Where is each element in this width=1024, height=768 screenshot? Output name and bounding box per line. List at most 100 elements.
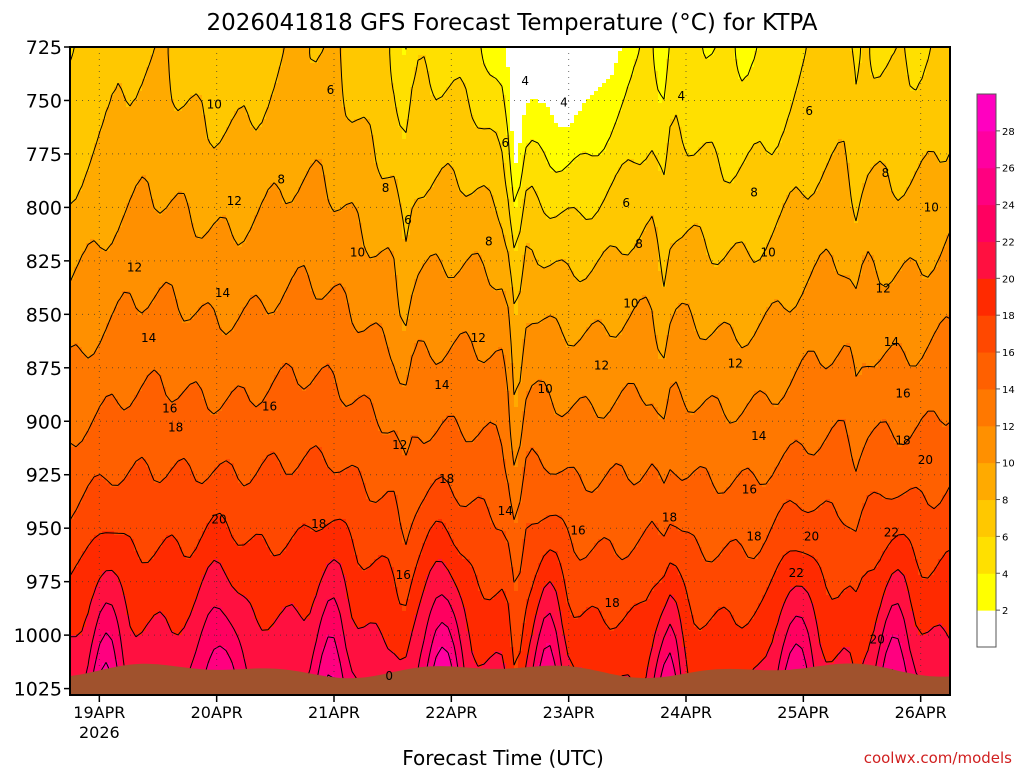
temperature-cell — [906, 635, 950, 639]
temperature-cell — [522, 435, 826, 439]
temperature-cell — [518, 243, 526, 247]
temperature-cell — [382, 175, 390, 179]
temperature-cell — [478, 355, 490, 359]
temperature-cell — [70, 271, 74, 275]
temperature-cell — [70, 239, 90, 243]
temperature-cell — [406, 655, 422, 659]
temperature-cell — [634, 63, 654, 67]
temperature-cell — [170, 71, 278, 75]
temperature-cell — [70, 535, 94, 539]
temperature-cell — [70, 135, 98, 139]
temperature-cell — [298, 267, 306, 271]
temperature-cell — [850, 167, 870, 171]
temperature-cell — [78, 259, 394, 263]
temperature-cell — [890, 283, 950, 287]
temperature-cell — [430, 527, 446, 531]
temperature-cell — [546, 647, 550, 651]
colorbar-swatch — [977, 94, 996, 132]
temperature-cell — [470, 635, 510, 639]
temperature-cell — [490, 507, 510, 511]
temperature-cell — [598, 211, 782, 215]
temperature-cell — [658, 267, 666, 271]
temperature-cell — [510, 119, 522, 123]
temperature-cell — [446, 567, 474, 571]
temperature-cell — [366, 251, 378, 255]
contour-label: 14 — [141, 331, 156, 345]
temperature-cell — [514, 587, 518, 591]
temperature-cell — [118, 663, 122, 667]
temperature-cell — [886, 63, 906, 67]
temperature-cell — [510, 99, 530, 103]
temperature-cell — [478, 579, 514, 583]
temperature-cell — [566, 591, 650, 595]
temperature-cell — [406, 51, 482, 55]
temperature-cell — [610, 75, 630, 79]
temperature-cell — [126, 99, 134, 103]
temperature-cell — [162, 283, 170, 287]
credit-link[interactable]: coolwx.com/models — [864, 749, 1012, 767]
temperature-cell — [70, 547, 86, 551]
temperature-cell — [558, 639, 566, 643]
temperature-cell — [434, 631, 450, 635]
temperature-cell — [582, 335, 610, 339]
temperature-cell — [454, 491, 510, 495]
temperature-cell — [526, 615, 534, 619]
temperature-cell — [282, 463, 298, 467]
temperature-cell — [82, 551, 138, 555]
temperature-cell — [210, 611, 222, 615]
temperature-cell — [706, 243, 734, 247]
temperature-cell — [70, 507, 78, 511]
temperature-cell — [70, 243, 86, 247]
temperature-cell — [606, 247, 618, 251]
temperature-cell — [566, 647, 650, 651]
temperature-cell — [754, 395, 766, 399]
temperature-cell — [98, 243, 110, 247]
temperature-cell — [738, 623, 746, 627]
temperature-cell — [606, 191, 790, 195]
temperature-cell — [814, 611, 878, 615]
temperature-cell — [622, 103, 790, 107]
temperature-cell — [666, 171, 722, 175]
temperature-cell — [722, 551, 746, 555]
temperature-cell — [318, 663, 342, 667]
temperature-cell — [666, 603, 678, 607]
temperature-cell — [634, 247, 658, 251]
temperature-cell — [510, 619, 526, 623]
colorbar-label: 20 — [1002, 274, 1015, 285]
temperature-cell — [814, 191, 850, 195]
colorbar-label: 18 — [1002, 311, 1015, 322]
temperature-cell — [70, 195, 78, 199]
temperature-cell — [474, 123, 506, 127]
temperature-cell — [402, 523, 410, 527]
temperature-cell — [666, 283, 806, 287]
temperature-cell — [414, 79, 430, 83]
temperature-cell — [310, 275, 398, 279]
temperature-cell — [234, 463, 262, 467]
temperature-cell — [206, 399, 226, 403]
temperature-cell — [670, 119, 678, 123]
temperature-cell — [342, 47, 390, 51]
temperature-cell — [718, 327, 734, 331]
temperature-cell — [118, 619, 130, 623]
contour-label: 18 — [746, 530, 761, 544]
temperature-cell — [758, 663, 778, 667]
temperature-cell — [386, 643, 410, 647]
temperature-cell — [662, 663, 674, 667]
temperature-cell — [162, 375, 274, 379]
temperature-cell — [70, 639, 94, 643]
temperature-cell — [646, 527, 658, 531]
temperature-cell — [98, 579, 118, 583]
temperature-cell — [522, 639, 530, 643]
temperature-cell — [658, 627, 666, 631]
temperature-cell — [566, 579, 662, 583]
temperature-cell — [270, 183, 278, 187]
temperature-cell — [406, 607, 418, 611]
temperature-cell — [118, 399, 134, 403]
temperature-cell — [626, 555, 702, 559]
temperature-cell — [438, 627, 450, 631]
temperature-cell — [70, 139, 98, 143]
temperature-cell — [294, 371, 318, 375]
temperature-cell — [802, 59, 854, 63]
temperature-cell — [202, 635, 238, 639]
temperature-cell — [442, 419, 458, 423]
